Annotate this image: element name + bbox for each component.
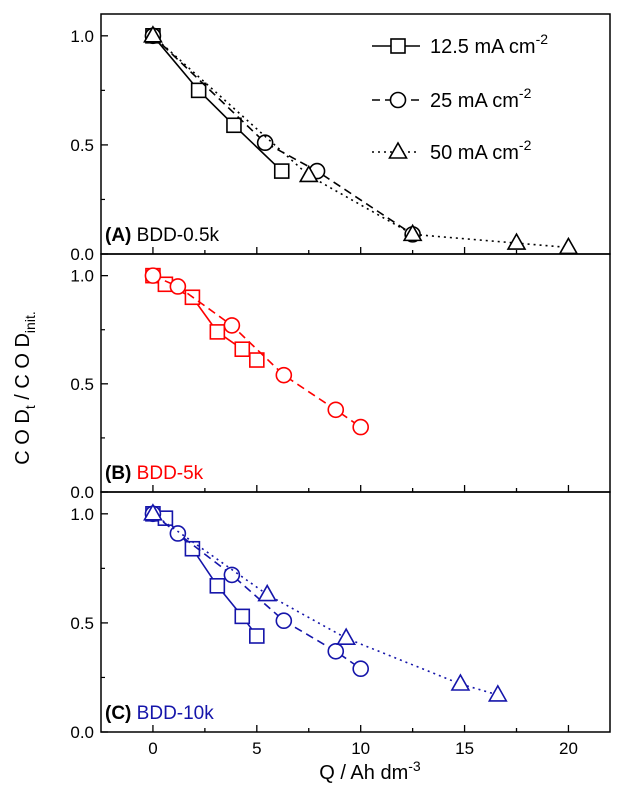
series-square — [145, 28, 290, 179]
series-circle-point-1 — [169, 278, 187, 295]
panel-name: BDD-5k — [131, 463, 203, 484]
series-triangle-point-4 — [558, 236, 579, 254]
series-circle-point-2 — [223, 566, 241, 584]
series-circle-point-0 — [144, 267, 162, 284]
y-tick-label: 1.0 — [70, 505, 94, 524]
series-square-point-4 — [234, 341, 251, 358]
x-tick-label: 20 — [559, 739, 578, 758]
x-axis-label: Q / Ah dm-3 — [319, 758, 421, 784]
panel-b: 0.0 0.5 1.0 (B) BDD-5k — [70, 253, 611, 502]
x-tick-label: 10 — [351, 739, 370, 758]
y-tick-label: 0.5 — [70, 614, 94, 633]
series-triangle-point-4 — [487, 684, 508, 702]
series-triangle-point-1 — [298, 164, 319, 183]
legend-marker-point-0 — [390, 38, 406, 54]
series-circle-point-5 — [352, 660, 369, 678]
series-triangle-point-2 — [402, 223, 423, 242]
panel-id: (C) — [105, 703, 131, 724]
series-square-point-3 — [273, 163, 290, 179]
panel-a: 0.0 0.5 1.0 (A) BDD-0.5k — [70, 13, 611, 264]
panels: 0.0 0.5 1.0 (A) BDD-0.5k 0.0 0.5 1.0 (B) BDD-5k… — [70, 13, 611, 758]
panel-name: BDD-0.5k — [131, 225, 219, 246]
panel-label: (B) BDD-5k — [105, 463, 204, 484]
series-triangle — [143, 25, 579, 254]
plot-area — [143, 25, 579, 254]
series-square — [145, 506, 265, 644]
y-tick-label: 1.0 — [70, 27, 94, 46]
plot-area — [144, 267, 369, 436]
series-circle-point-2 — [223, 317, 241, 334]
y-tick-label: 1.0 — [70, 267, 94, 286]
legend-label: 25 mA cm-2 — [430, 85, 532, 112]
series-square — [145, 267, 265, 368]
series-circle-point-1 — [256, 134, 274, 152]
x-tick-label: 5 — [252, 739, 261, 758]
series-circle-point-1 — [169, 525, 187, 542]
panel-c: 0.0 0.5 1.0 0 5 10 15 20 (C) BDD-10k — [70, 491, 611, 758]
series-circle — [144, 267, 369, 436]
series-circle-point-3 — [275, 366, 293, 384]
y-tick-label: 0.0 — [70, 483, 94, 502]
series-circle-point-3 — [275, 612, 293, 630]
series-square-point-3 — [209, 324, 226, 340]
panel-id: (B) — [105, 463, 131, 484]
legend-marker-point-2 — [388, 141, 408, 159]
legend-label: 12.5 mA cm-2 — [430, 31, 548, 58]
series-triangle-point-2 — [336, 627, 357, 645]
series-triangle-point-3 — [506, 232, 527, 250]
series-line-dashed — [152, 35, 414, 236]
series-triangle — [143, 503, 508, 702]
panel-id: (A) — [105, 225, 131, 246]
panel-frame — [100, 491, 611, 733]
legend-marker-point-1 — [389, 91, 407, 109]
series-triangle-point-1 — [257, 583, 278, 602]
series-line-solid — [152, 35, 283, 172]
legend-label: 50 mA cm-2 — [430, 137, 532, 164]
series-triangle-point-0 — [143, 25, 163, 43]
series-circle-point-5 — [352, 418, 369, 436]
series-square-point-3 — [209, 578, 226, 594]
plot-area — [143, 503, 508, 702]
series-square-point-2 — [226, 117, 242, 134]
panel-label: (C) BDD-10k — [105, 703, 214, 724]
series-triangle-point-0 — [143, 503, 163, 521]
y-axis-label: C O Dt / C O Dinit. — [12, 311, 38, 464]
series-square-point-5 — [249, 628, 265, 644]
x-tick-label: 0 — [148, 739, 157, 758]
y-tick-label: 0.5 — [70, 136, 94, 155]
panel-name: BDD-10k — [131, 703, 214, 724]
series-circle-point-4 — [327, 401, 345, 419]
legend-item-square: 12.5 mA cm-2 — [372, 31, 548, 58]
legend-item-circle: 25 mA cm-2 — [372, 85, 532, 112]
series-circle — [144, 27, 421, 243]
series-square-point-1 — [190, 82, 207, 99]
y-tick-label: 0.0 — [70, 245, 94, 264]
y-tick-label: 0.5 — [70, 375, 94, 394]
series-circle-point-4 — [327, 642, 345, 660]
axis-labels: Q / Ah dm-3 C O Dt / C O Dinit. — [12, 311, 421, 784]
series-square-point-5 — [249, 352, 265, 368]
x-tick-label: 15 — [455, 739, 474, 758]
series-line-dotted — [152, 35, 569, 249]
legend-item-triangle: 50 mA cm-2 — [372, 137, 532, 164]
y-tick-label: 0.0 — [70, 723, 94, 742]
series-triangle-point-3 — [450, 673, 471, 691]
legend: 12.5 mA cm-2 25 mA cm-2 50 mA cm-2 — [372, 31, 548, 164]
panel-label: (A) BDD-0.5k — [105, 225, 220, 246]
series-line-dotted — [152, 513, 499, 696]
series-square-point-4 — [234, 608, 251, 625]
